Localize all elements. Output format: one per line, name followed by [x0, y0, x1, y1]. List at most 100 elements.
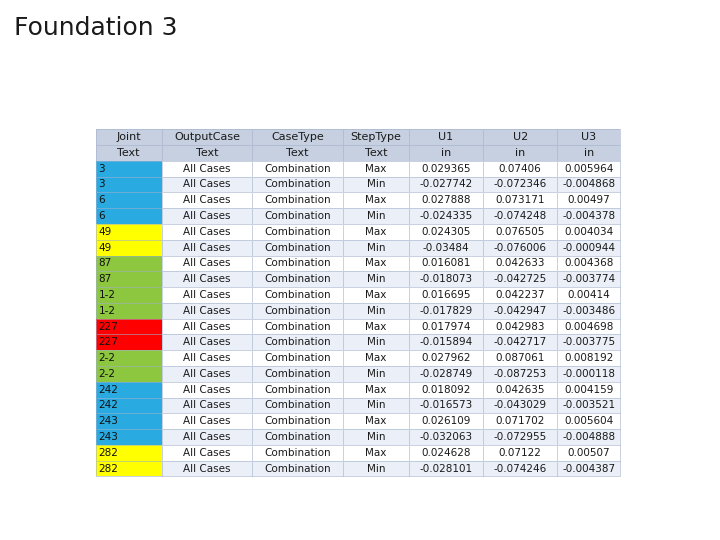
- Bar: [483, 145, 557, 161]
- Text: U3: U3: [581, 132, 596, 142]
- Bar: [96, 303, 161, 319]
- Bar: [252, 161, 343, 177]
- Bar: [161, 271, 252, 287]
- Bar: [96, 129, 161, 145]
- Text: -0.003775: -0.003775: [562, 338, 616, 347]
- Bar: [483, 303, 557, 319]
- Text: All Cases: All Cases: [183, 290, 230, 300]
- Text: 0.017974: 0.017974: [421, 321, 471, 332]
- Text: Combination: Combination: [264, 227, 331, 237]
- Bar: [96, 461, 161, 476]
- Bar: [409, 145, 483, 161]
- Bar: [252, 334, 343, 350]
- Text: Combination: Combination: [264, 448, 331, 458]
- Bar: [96, 177, 161, 192]
- Bar: [483, 303, 557, 319]
- Bar: [483, 240, 557, 255]
- Bar: [161, 129, 252, 145]
- Bar: [409, 366, 483, 382]
- Bar: [96, 382, 161, 397]
- Bar: [161, 224, 252, 240]
- Bar: [557, 224, 621, 240]
- Bar: [483, 208, 557, 224]
- Bar: [161, 445, 252, 461]
- Text: All Cases: All Cases: [183, 211, 230, 221]
- Text: Combination: Combination: [264, 463, 331, 474]
- Bar: [557, 192, 621, 208]
- Bar: [343, 319, 409, 334]
- Bar: [96, 366, 161, 382]
- Text: Min: Min: [366, 274, 385, 284]
- Bar: [96, 429, 161, 445]
- Bar: [343, 366, 409, 382]
- Text: 242: 242: [99, 384, 118, 395]
- Bar: [343, 413, 409, 429]
- Text: 49: 49: [99, 227, 112, 237]
- Bar: [557, 177, 621, 192]
- Bar: [557, 413, 621, 429]
- Bar: [96, 255, 161, 271]
- Text: 0.008192: 0.008192: [564, 353, 613, 363]
- Bar: [96, 350, 161, 366]
- Text: All Cases: All Cases: [183, 259, 230, 268]
- Bar: [409, 224, 483, 240]
- Text: Text: Text: [287, 148, 309, 158]
- Text: All Cases: All Cases: [183, 242, 230, 253]
- Bar: [343, 461, 409, 476]
- Bar: [161, 287, 252, 303]
- Bar: [96, 161, 161, 177]
- Bar: [161, 271, 252, 287]
- Bar: [343, 208, 409, 224]
- Bar: [557, 350, 621, 366]
- Bar: [161, 192, 252, 208]
- Bar: [409, 177, 483, 192]
- Text: Max: Max: [365, 448, 387, 458]
- Bar: [161, 366, 252, 382]
- Bar: [96, 192, 161, 208]
- Bar: [343, 240, 409, 255]
- Bar: [343, 145, 409, 161]
- Bar: [409, 287, 483, 303]
- Text: Min: Min: [366, 401, 385, 410]
- Bar: [557, 429, 621, 445]
- Bar: [483, 413, 557, 429]
- Bar: [161, 319, 252, 334]
- Bar: [483, 350, 557, 366]
- Bar: [409, 319, 483, 334]
- Bar: [161, 461, 252, 476]
- Bar: [409, 224, 483, 240]
- Bar: [96, 397, 161, 413]
- Bar: [252, 224, 343, 240]
- Bar: [161, 177, 252, 192]
- Bar: [409, 240, 483, 255]
- Text: 0.00497: 0.00497: [567, 195, 611, 205]
- Bar: [343, 224, 409, 240]
- Text: -0.016573: -0.016573: [419, 401, 472, 410]
- Bar: [483, 271, 557, 287]
- Bar: [161, 350, 252, 366]
- Bar: [343, 129, 409, 145]
- Text: 0.005604: 0.005604: [564, 416, 613, 426]
- Bar: [252, 303, 343, 319]
- Bar: [343, 287, 409, 303]
- Bar: [343, 271, 409, 287]
- Text: 0.024305: 0.024305: [421, 227, 471, 237]
- Bar: [409, 255, 483, 271]
- Bar: [557, 255, 621, 271]
- Bar: [557, 319, 621, 334]
- Bar: [96, 350, 161, 366]
- Text: Joint: Joint: [116, 132, 141, 142]
- Bar: [483, 366, 557, 382]
- Bar: [409, 445, 483, 461]
- Bar: [483, 461, 557, 476]
- Bar: [483, 382, 557, 397]
- Text: -0.000118: -0.000118: [562, 369, 616, 379]
- Bar: [161, 382, 252, 397]
- Text: All Cases: All Cases: [183, 195, 230, 205]
- Text: 0.016695: 0.016695: [421, 290, 471, 300]
- Bar: [343, 145, 409, 161]
- Bar: [483, 161, 557, 177]
- Text: 0.073171: 0.073171: [495, 195, 545, 205]
- Bar: [409, 271, 483, 287]
- Bar: [409, 255, 483, 271]
